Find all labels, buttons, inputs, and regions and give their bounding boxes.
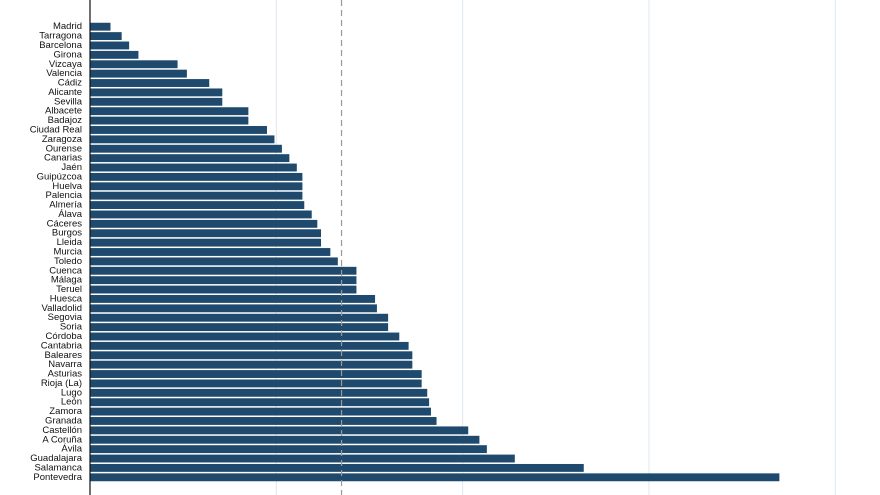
bar [90, 294, 376, 303]
bar [90, 341, 409, 350]
bar [90, 79, 210, 87]
bar [90, 163, 297, 172]
bar [90, 126, 268, 134]
category-label: Cantabria [41, 340, 83, 351]
bar [90, 116, 249, 125]
bar [90, 97, 223, 106]
category-label: Baleares [45, 350, 83, 361]
category-label: Palencia [46, 190, 83, 201]
bar [90, 238, 322, 247]
bar [90, 398, 430, 407]
bar [90, 210, 312, 219]
bar [90, 473, 780, 482]
bar [90, 144, 282, 153]
category-label: Ávila [61, 444, 82, 455]
category-label: Salamanca [34, 462, 82, 473]
category-label: Cuenca [49, 265, 82, 276]
category-label: Rioja (La) [41, 378, 82, 389]
bar [90, 435, 480, 444]
bar [90, 463, 584, 472]
category-label: Segovia [48, 312, 83, 323]
category-label: Murcia [53, 247, 82, 258]
bar [90, 351, 413, 360]
bar [90, 191, 303, 200]
category-label: Guadalajara [30, 453, 82, 464]
bar [90, 360, 413, 369]
category-label: Almería [49, 200, 82, 211]
category-label: Valencia [46, 68, 82, 79]
bar [90, 379, 422, 388]
category-label: Canarias [44, 153, 82, 164]
category-label: Álava [58, 209, 82, 220]
category-label: Jaén [61, 162, 82, 173]
category-label: Cádiz [58, 78, 83, 89]
category-label: Granada [45, 415, 83, 426]
category-label: Zamora [49, 406, 82, 417]
category-label: Zaragoza [42, 134, 83, 145]
bar [90, 323, 389, 332]
category-label: Alicante [48, 87, 82, 98]
bar [90, 201, 305, 210]
category-label: Madrid [53, 21, 82, 32]
bar [90, 32, 122, 41]
bar [90, 388, 428, 397]
category-label: Ciudad Real [30, 124, 82, 135]
category-label: Lugo [61, 387, 82, 398]
bar [90, 426, 469, 435]
bar [90, 304, 377, 313]
bar [90, 248, 331, 256]
category-label: Soria [60, 322, 83, 333]
bar [90, 219, 318, 228]
category-label: Asturias [48, 369, 83, 380]
bar [90, 135, 275, 144]
bar [90, 229, 322, 238]
category-label: Navarra [48, 359, 83, 370]
category-label: Huesca [50, 293, 83, 304]
category-label: Ourense [46, 143, 82, 154]
bar [90, 22, 111, 31]
bar [90, 60, 178, 69]
category-label: A Coruña [42, 434, 82, 445]
category-label: Castellón [42, 425, 82, 436]
category-label: Sevilla [54, 96, 83, 107]
category-label: León [61, 397, 82, 408]
bar [90, 285, 357, 294]
category-label: Badajoz [48, 115, 83, 126]
category-label: Burgos [52, 228, 82, 239]
category-label: Málaga [51, 275, 83, 286]
bar [90, 313, 389, 322]
category-label: Lleida [57, 237, 83, 248]
bar [90, 417, 437, 425]
bar [90, 41, 130, 50]
bar [90, 407, 431, 416]
bar [90, 107, 249, 116]
bar [90, 370, 422, 378]
bar [90, 88, 223, 97]
bar [90, 445, 487, 454]
bar [90, 182, 303, 191]
bar [90, 332, 400, 341]
category-label: Barcelona [39, 40, 82, 51]
category-label: Valladolid [42, 303, 83, 314]
bar [90, 257, 338, 266]
category-label: Vizcaya [49, 59, 83, 70]
bar [90, 266, 357, 275]
category-label: Tarragona [39, 31, 82, 42]
bar [90, 69, 187, 78]
category-label: Albacete [45, 106, 82, 117]
category-label: Guipúzcoa [37, 171, 83, 182]
category-label: Pontevedra [33, 472, 82, 483]
category-label: Girona [53, 49, 82, 60]
category-label: Córdoba [46, 331, 83, 342]
bar [90, 276, 357, 285]
bar [90, 50, 139, 59]
category-label: Huelva [52, 181, 82, 192]
bar [90, 154, 290, 163]
category-label: Toledo [54, 256, 82, 267]
bar [90, 454, 515, 463]
bar [90, 172, 303, 181]
category-label: Teruel [56, 284, 82, 295]
category-label: Cáceres [47, 218, 83, 229]
